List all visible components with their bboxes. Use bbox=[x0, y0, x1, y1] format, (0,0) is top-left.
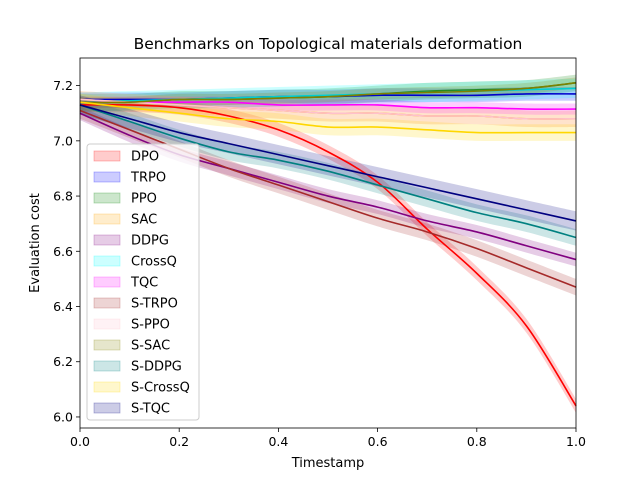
legend-item-tqc: TQC bbox=[93, 276, 158, 291]
legend-swatch bbox=[93, 339, 121, 351]
y-tick-label: 7.0 bbox=[53, 133, 73, 148]
y-tick-label: 6.4 bbox=[53, 299, 73, 314]
x-tick-label: 0.4 bbox=[268, 434, 288, 449]
line-dpo bbox=[79, 103, 577, 407]
legend-swatch bbox=[93, 297, 121, 309]
legend-label: DDPG bbox=[131, 234, 169, 249]
y-tick-label: 6.6 bbox=[53, 244, 73, 259]
band-s-sac bbox=[80, 77, 576, 108]
legend-swatch bbox=[93, 171, 121, 183]
legend: DPO TRPO PPO SAC DDPG CrossQ TQC S-TRPO S-PPO S-S… bbox=[86, 143, 200, 421]
legend-label: CrossQ bbox=[131, 255, 177, 270]
legend-swatch bbox=[93, 192, 121, 204]
y-tick-label: 6.8 bbox=[53, 189, 73, 204]
legend-item-dpo: DPO bbox=[93, 150, 159, 165]
x-axis: 0.0 0.2 0.4 0.6 0.8 1.0 bbox=[70, 428, 586, 449]
band-s-trpo bbox=[80, 102, 576, 296]
line-s-tqc bbox=[79, 104, 577, 222]
band-s-crossq bbox=[80, 93, 576, 142]
plot-area bbox=[79, 57, 577, 429]
legend-swatch bbox=[93, 381, 121, 393]
line-s-ppo bbox=[79, 98, 577, 120]
legend-label: S-SAC bbox=[131, 339, 170, 354]
legend-label: TRPO bbox=[130, 171, 166, 186]
legend-box bbox=[86, 143, 200, 421]
chart-title: Benchmarks on Topological materials defo… bbox=[134, 35, 523, 53]
x-tick-label: 0.8 bbox=[467, 434, 487, 449]
legend-item-sac: SAC bbox=[93, 213, 157, 228]
legend-swatch bbox=[93, 360, 121, 372]
legend-swatch bbox=[93, 150, 121, 162]
legend-item-trpo: TRPO bbox=[93, 171, 166, 186]
legend-label: S-PPO bbox=[131, 318, 170, 333]
legend-label: S-TRPO bbox=[131, 297, 178, 312]
confidence-bands bbox=[80, 74, 576, 413]
legend-swatch bbox=[93, 213, 121, 225]
band-s-tqc bbox=[80, 95, 576, 231]
legend-label: PPO bbox=[131, 192, 157, 207]
legend-item-s-sac: S-SAC bbox=[93, 339, 170, 354]
legend-item-s-crossq: S-CrossQ bbox=[93, 381, 190, 396]
legend-label: TQC bbox=[130, 276, 158, 291]
legend-swatch bbox=[93, 402, 121, 414]
legend-label: S-DDPG bbox=[131, 360, 182, 375]
legend-item-crossq: CrossQ bbox=[93, 255, 177, 270]
legend-item-ddpg: DDPG bbox=[93, 234, 169, 249]
x-tick-label: 1.0 bbox=[566, 434, 586, 449]
line-s-trpo bbox=[79, 109, 577, 288]
band-sac bbox=[80, 91, 576, 128]
legend-label: S-TQC bbox=[131, 402, 170, 417]
y-axis-label: Evaluation cost bbox=[28, 193, 43, 293]
legend-swatch bbox=[93, 318, 121, 330]
plot-frame bbox=[79, 57, 577, 429]
legend-swatch bbox=[93, 234, 121, 246]
x-tick-label: 0.6 bbox=[368, 434, 388, 449]
legend-label: S-CrossQ bbox=[131, 381, 190, 396]
legend-item-s-ddpg: S-DDPG bbox=[93, 360, 182, 375]
band-s-ppo bbox=[80, 91, 576, 128]
legend-item-ppo: PPO bbox=[93, 192, 157, 207]
y-tick-label: 6.0 bbox=[53, 409, 73, 424]
legend-item-s-tqc: S-TQC bbox=[93, 402, 170, 417]
y-axis: 6.0 6.2 6.4 6.6 6.8 7.0 7.2 bbox=[53, 78, 80, 424]
x-tick-label: 0.2 bbox=[169, 434, 189, 449]
x-axis-label: Timestamp bbox=[291, 456, 365, 471]
legend-item-s-trpo: S-TRPO bbox=[93, 297, 178, 312]
x-tick-label: 0.0 bbox=[70, 434, 90, 449]
y-tick-label: 6.2 bbox=[53, 354, 73, 369]
legend-label: DPO bbox=[131, 150, 159, 165]
line-tqc bbox=[80, 101, 577, 110]
legend-swatch bbox=[93, 255, 121, 267]
line-s-sac bbox=[79, 82, 577, 104]
legend-item-s-ppo: S-PPO bbox=[93, 318, 170, 333]
legend-label: SAC bbox=[131, 213, 157, 228]
legend-swatch bbox=[93, 276, 121, 288]
line-s-ddpg bbox=[79, 104, 577, 239]
line-s-crossq bbox=[79, 101, 576, 134]
y-tick-label: 7.2 bbox=[53, 78, 73, 93]
